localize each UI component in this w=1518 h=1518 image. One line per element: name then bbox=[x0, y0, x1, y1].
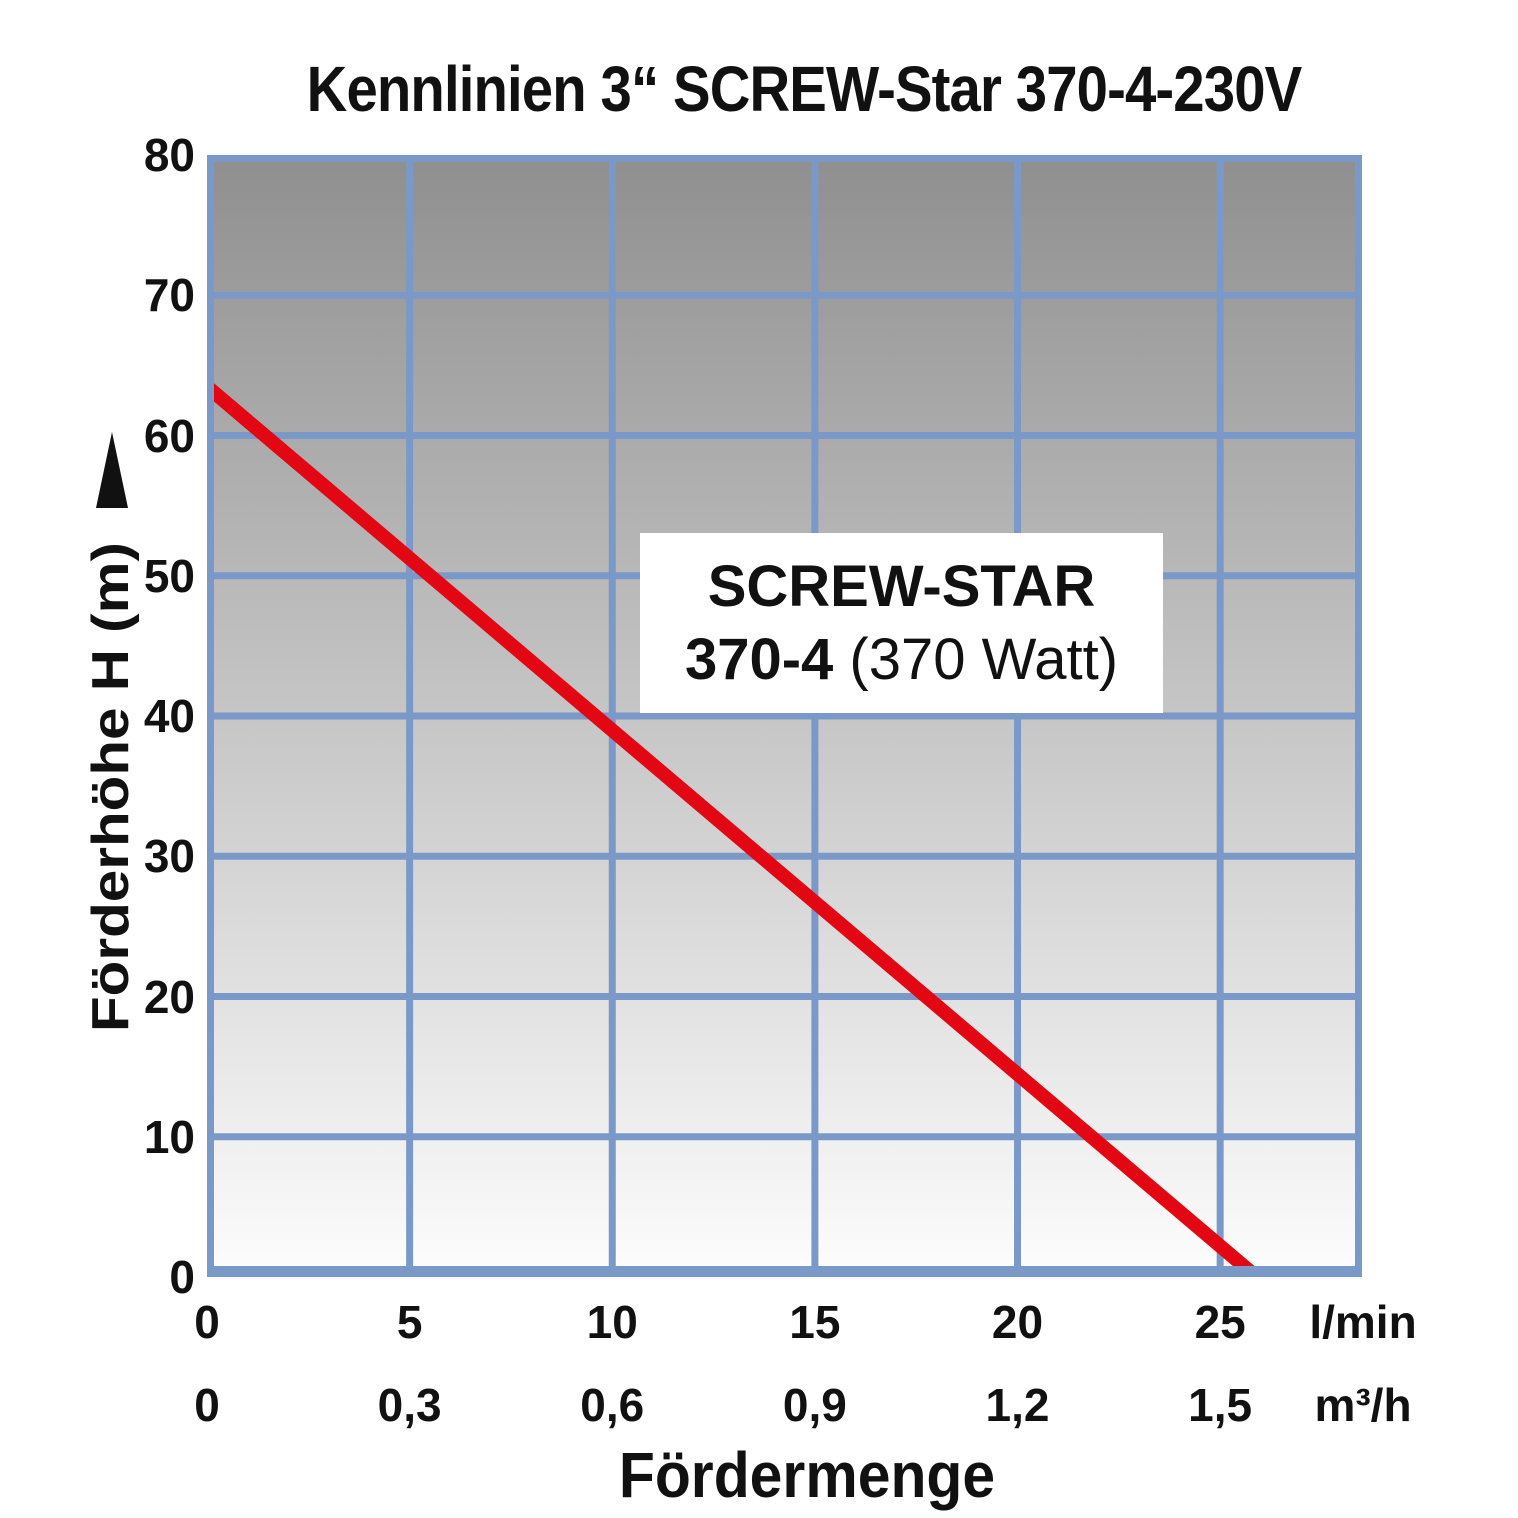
pump-curve-line bbox=[207, 381, 1262, 1277]
y-tick-label: 0 bbox=[169, 1251, 195, 1303]
x-tick-label: 25 bbox=[1194, 1296, 1246, 1348]
x-tick-label: 0,6 bbox=[580, 1379, 645, 1431]
y-tick-label: 60 bbox=[143, 409, 195, 462]
y-tick-label: 20 bbox=[143, 970, 195, 1023]
x-tick-label: 1,2 bbox=[985, 1379, 1050, 1431]
x-axis-unit-lmin: l/min bbox=[1309, 1296, 1417, 1348]
x-tick-label: 5 bbox=[396, 1296, 423, 1348]
y-tick-label: 80 bbox=[143, 129, 195, 181]
x-tick-label: 0,9 bbox=[782, 1379, 847, 1431]
y-tick-label: 40 bbox=[143, 690, 195, 742]
y-axis-label-group: Förderhöhe H (m) bbox=[82, 432, 140, 1032]
y-tick-label: 70 bbox=[143, 269, 195, 322]
x-tick-label: 15 bbox=[789, 1296, 841, 1348]
x-tick-label: 20 bbox=[991, 1296, 1044, 1348]
y-tick-label: 30 bbox=[143, 830, 195, 883]
annotation-wattage: (370 Watt) bbox=[833, 627, 1119, 692]
annotation-model: 370-4 bbox=[684, 627, 834, 692]
x-tick-label: 0 bbox=[194, 1296, 220, 1348]
chart-title: Kennlinien 3“ SCREW-Star 370-4-230V bbox=[306, 53, 1303, 125]
axis-arrow-up-icon bbox=[96, 432, 128, 508]
series-annotation-box: SCREW-STAR 370-4 (370 Watt) bbox=[640, 533, 1163, 713]
x-tick-label: 0,3 bbox=[377, 1379, 442, 1431]
x-tick-label: 1,5 bbox=[1188, 1379, 1253, 1431]
y-axis-title: Förderhöhe H (m) bbox=[82, 542, 140, 1032]
chart-plot-area bbox=[207, 155, 1362, 1277]
y-tick-label: 50 bbox=[143, 549, 195, 602]
x-tick-label: 10 bbox=[586, 1296, 638, 1348]
annotation-series-detail: 370-4 (370 Watt) bbox=[685, 623, 1118, 696]
x-axis-title: Fördermenge bbox=[618, 1439, 996, 1511]
x-tick-label: 0 bbox=[194, 1379, 220, 1431]
x-axis-unit-m3h: m³/h bbox=[1314, 1379, 1412, 1431]
y-tick-label: 10 bbox=[143, 1110, 195, 1163]
annotation-series-name: SCREW-STAR bbox=[707, 553, 1096, 619]
